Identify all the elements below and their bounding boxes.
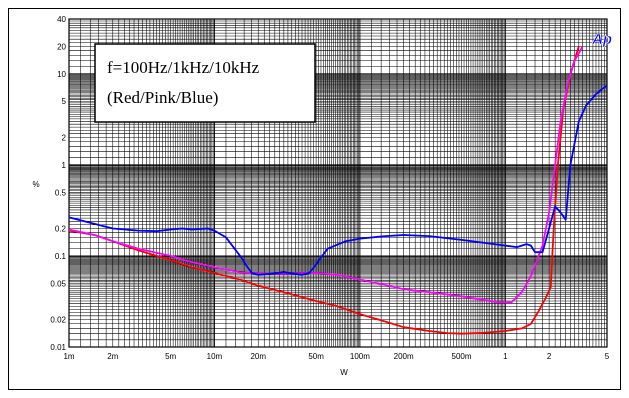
series-line-1 (68, 46, 580, 335)
chart-frame: 1m 2m 5m 10m 20m 50m 100m 200m 500m 1 2 5 0.01 0.02 0.… (8, 8, 621, 390)
y-tick-label: 0.2 (55, 225, 67, 234)
y-tick-label: 5 (62, 97, 67, 106)
y-tick-label: 0.01 (50, 343, 66, 352)
x-tick-label: 20m (250, 352, 266, 361)
y-tick-label: 0.05 (50, 279, 66, 288)
x-tick-label: 1 (503, 352, 508, 361)
series-group (68, 45, 608, 335)
x-tick-label: 500m (452, 352, 472, 361)
y-tick-label: 10 (57, 70, 66, 79)
y-tick-label: 0.02 (50, 316, 66, 325)
x-tick-label: 10m (207, 352, 223, 361)
annotation-box-border (94, 43, 316, 123)
annotation-box: f=100Hz/1kHz/10kHz (Red/Pink/Blue) (94, 43, 316, 123)
y-axis-label: % (32, 180, 39, 189)
y-tick-label: 1 (62, 161, 67, 170)
x-tick-label: 2 (547, 352, 552, 361)
y-tick-label: 2 (62, 133, 67, 142)
annotation-line-2: (Red/Pink/Blue) (107, 88, 218, 107)
x-tick-label: 2m (107, 352, 118, 361)
y-tick-label: 20 (57, 42, 66, 51)
y-tick-label: 0.5 (55, 188, 67, 197)
x-tick-label: 100m (350, 352, 370, 361)
x-tick-label: 50m (308, 352, 324, 361)
grid (68, 18, 608, 348)
x-tick-label: 5m (165, 352, 176, 361)
series-line-3 (68, 84, 608, 276)
x-tick-label: 200m (394, 352, 414, 361)
ap-logo: Ap (591, 31, 612, 48)
series-line-2 (68, 45, 584, 304)
chart-svg: 1m 2m 5m 10m 20m 50m 100m 200m 500m 1 2 5 0.01 0.02 0.… (32, 15, 612, 377)
x-tick-label: 1m (63, 352, 74, 361)
plot-area-border (68, 18, 608, 348)
y-tick-label: 40 (57, 15, 66, 24)
x-axis-label: W (340, 368, 348, 377)
annotation-line-1: f=100Hz/1kHz/10kHz (107, 58, 260, 77)
tick-labels: 1m 2m 5m 10m 20m 50m 100m 200m 500m 1 2 5 0.01 0.02 0.… (50, 15, 609, 361)
x-tick-label: 5 (605, 352, 610, 361)
y-tick-label: 0.1 (55, 252, 67, 261)
